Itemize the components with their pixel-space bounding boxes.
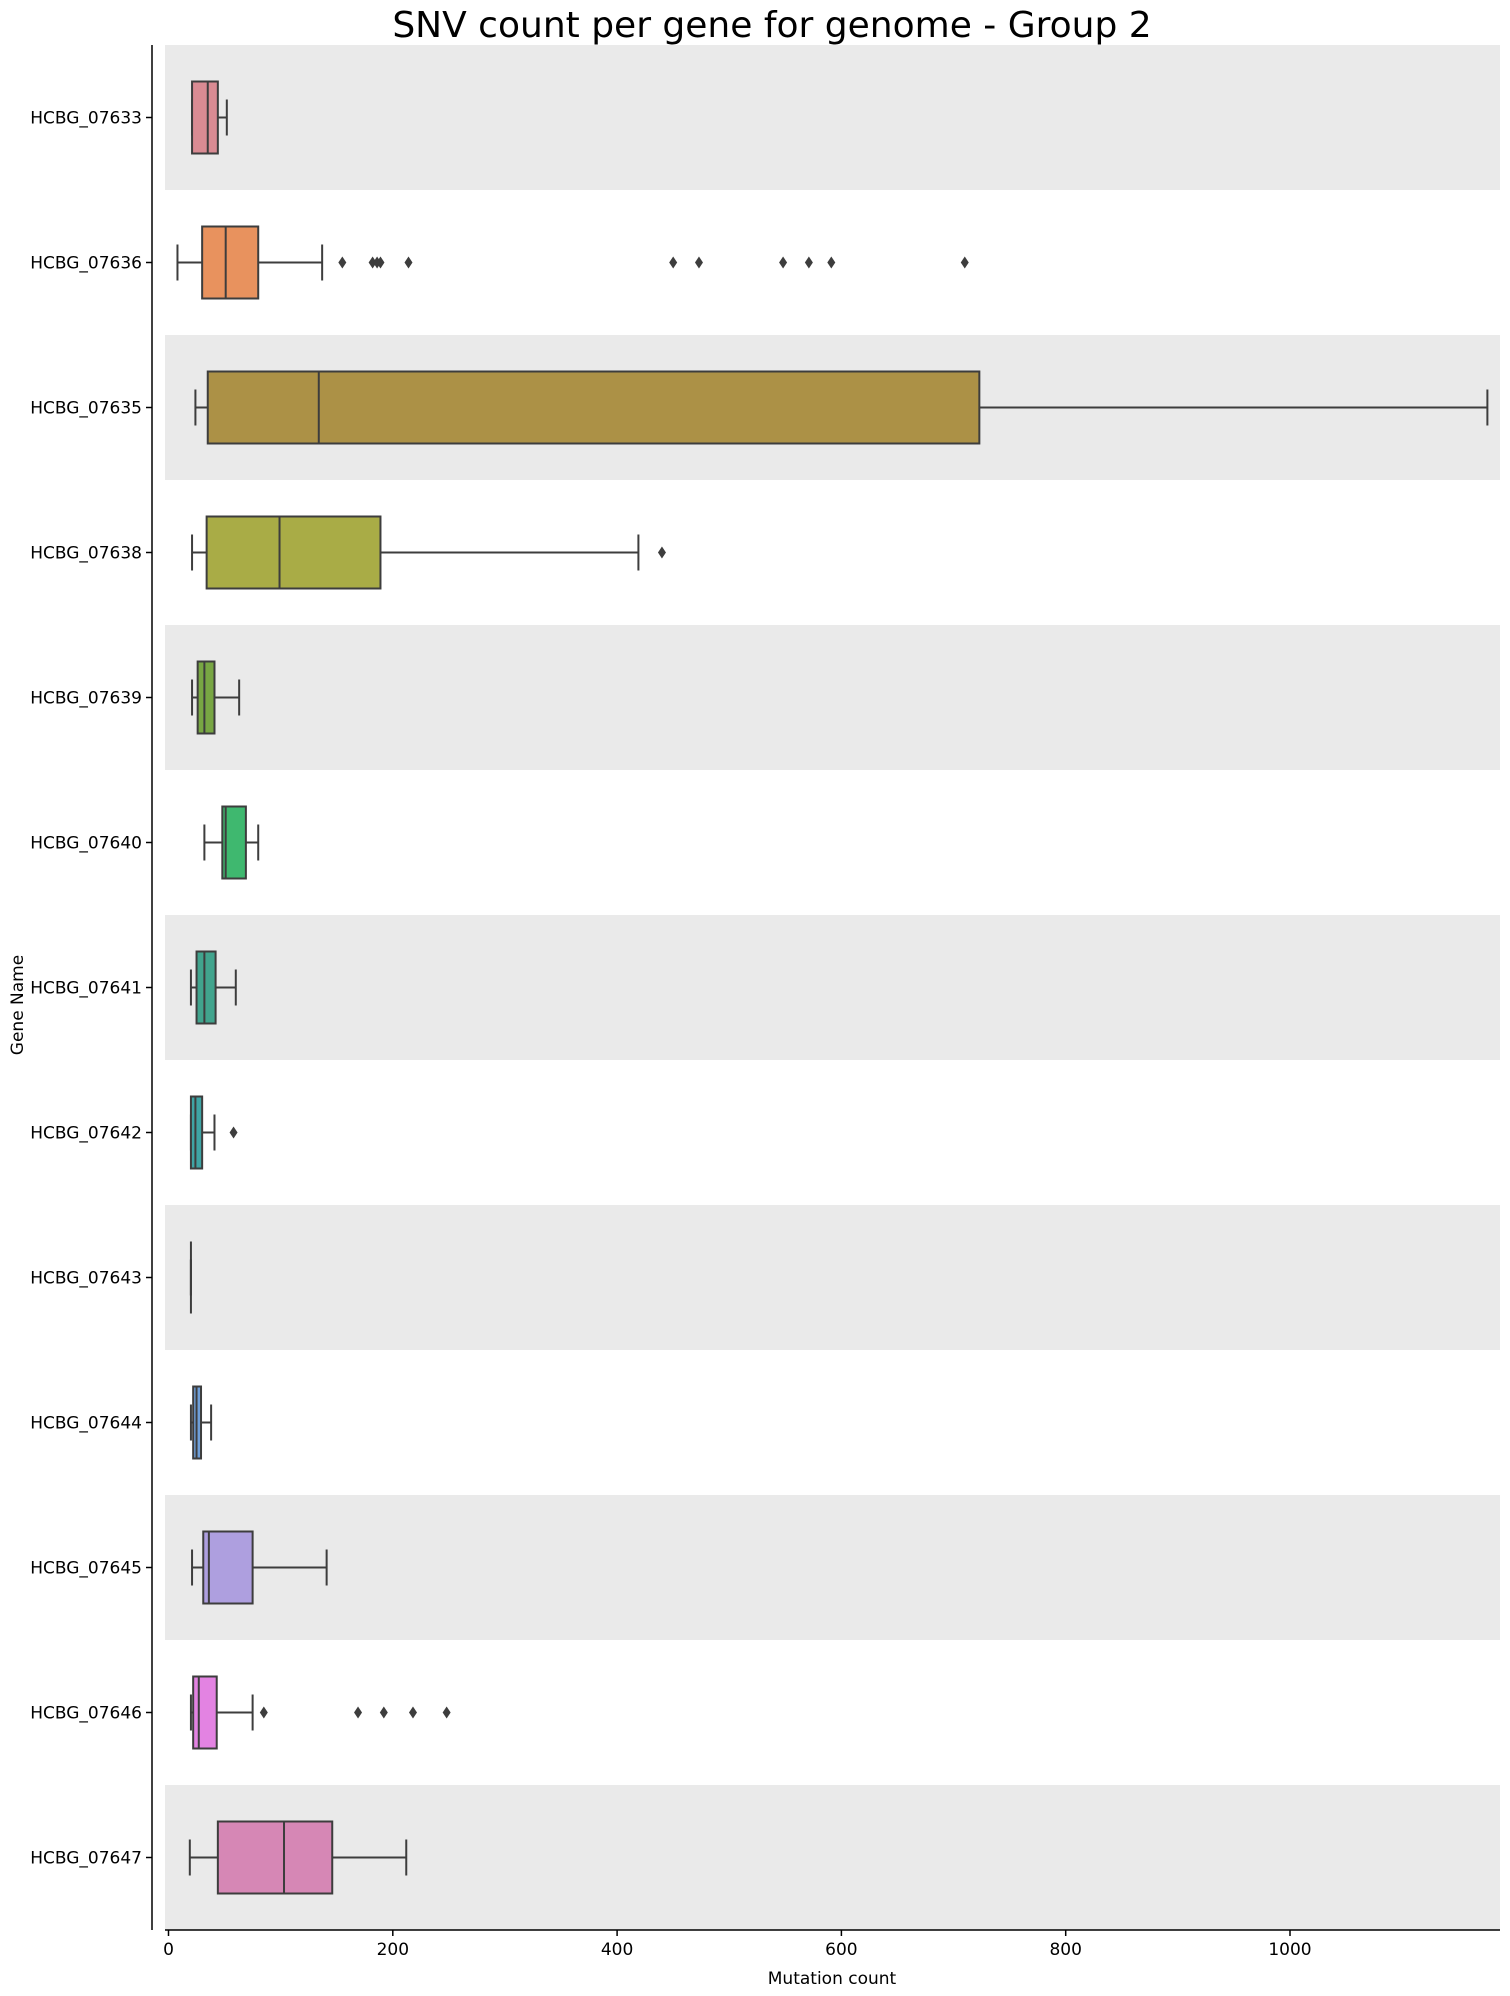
row-band — [165, 915, 1500, 1060]
box-group — [191, 660, 241, 735]
box-group — [194, 370, 1489, 445]
box — [192, 1675, 218, 1750]
box — [195, 950, 217, 1025]
x-tick-label: 600 — [825, 1940, 857, 1960]
box-series — [176, 80, 1489, 1895]
x-tick-label: 800 — [1049, 1940, 1081, 1960]
y-tick-label: HCBG_07639 — [30, 689, 142, 709]
row-band — [165, 1495, 1500, 1640]
box-group — [188, 1820, 408, 1895]
chart-title: SNV count per gene for genome - Group 2 — [392, 5, 1151, 46]
box-group — [189, 1385, 213, 1460]
outlier-point — [442, 1706, 451, 1719]
box — [206, 370, 981, 445]
y-tick-label: HCBG_07646 — [30, 1704, 142, 1724]
y-tick-label: HCBG_07642 — [30, 1124, 142, 1144]
y-tick-label: HCBG_07643 — [30, 1269, 142, 1289]
row-band — [165, 45, 1500, 190]
box — [216, 1820, 334, 1895]
outlier-point — [338, 256, 347, 269]
box-group — [189, 1675, 451, 1750]
y-tick-label: HCBG_07647 — [30, 1849, 142, 1869]
outlier-point — [827, 256, 836, 269]
box-group — [189, 1095, 238, 1170]
x-tick-label: 200 — [377, 1940, 409, 1960]
box — [205, 515, 382, 590]
outlier-point — [779, 256, 788, 269]
box-group — [191, 80, 228, 155]
row-band — [165, 1205, 1500, 1350]
x-tick-label: 400 — [601, 1940, 633, 1960]
box — [202, 1530, 254, 1605]
y-tick-label: HCBG_07635 — [30, 399, 142, 419]
outlier-point — [404, 256, 413, 269]
row-band — [165, 625, 1500, 770]
y-tick-label: HCBG_07640 — [30, 834, 142, 854]
box-group — [191, 1530, 328, 1605]
outlier-point — [368, 256, 377, 269]
box — [221, 805, 247, 880]
y-tick-label: HCBG_07636 — [30, 254, 142, 274]
y-tick-label: HCBG_07638 — [30, 544, 142, 564]
outlier-point — [259, 1706, 268, 1719]
box — [189, 1095, 204, 1170]
y-tick-label: HCBG_07644 — [30, 1414, 142, 1434]
outlier-point — [376, 256, 385, 269]
box — [191, 80, 219, 155]
outlier-point — [229, 1126, 238, 1139]
x-tick-label: 0 — [163, 1940, 174, 1960]
y-tick-label: HCBG_07633 — [30, 109, 142, 129]
outlier-point — [408, 1706, 417, 1719]
outlier-point — [960, 256, 969, 269]
outlier-point — [804, 256, 813, 269]
box-group — [191, 515, 666, 590]
y-axis-label: Gene Name — [8, 955, 28, 1055]
box-group — [176, 225, 969, 300]
row-bands — [165, 45, 1500, 1930]
y-tick-label: HCBG_07641 — [30, 979, 142, 999]
outlier-point — [657, 546, 666, 559]
x-axis-label: Mutation count — [768, 1969, 897, 1989]
box — [196, 660, 216, 735]
outlier-point — [354, 1706, 363, 1719]
outlier-point — [669, 256, 678, 269]
axes: HCBG_07633 HCBG_07636 HCBG_07635 HCBG_07638… — [30, 45, 1500, 1960]
x-tick-label: 1000 — [1268, 1940, 1311, 1960]
box-group — [189, 950, 237, 1025]
outlier-point — [694, 256, 703, 269]
box-group — [203, 805, 260, 880]
outlier-point — [379, 1706, 388, 1719]
y-tick-label: HCBG_07645 — [30, 1559, 142, 1579]
box — [201, 225, 260, 300]
